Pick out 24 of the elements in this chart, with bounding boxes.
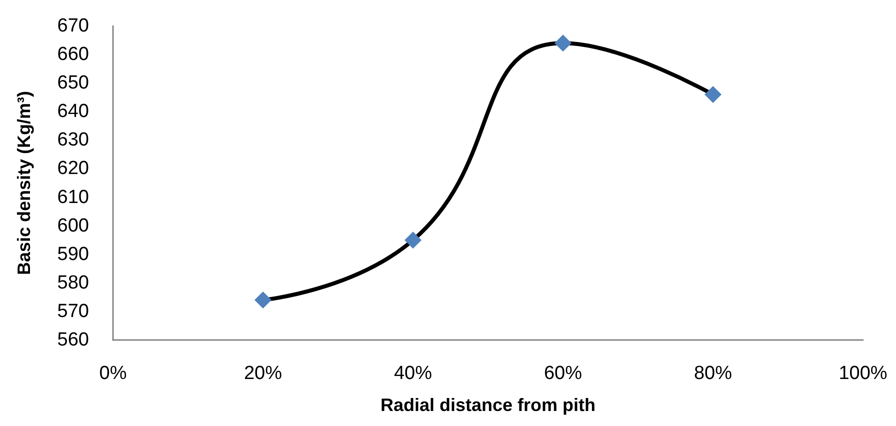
y-tick-label: 670 [57,16,89,36]
point [554,34,572,52]
x-axis-title: Radial distance from pith [380,395,596,415]
y-tick-label: 560 [57,330,89,350]
y-tick-label: 640 [57,101,89,122]
x-tick-label: 100% [838,363,888,384]
y-tick-label: 630 [57,130,89,151]
x-tick-label: 40% [394,363,432,384]
point [404,232,422,249]
y-tick-label: 620 [57,158,89,180]
y-tick-label: 610 [57,186,89,208]
x-tick-label: 0% [99,363,127,384]
x-tick-label: 60% [544,363,582,384]
point [254,292,272,309]
y-tick-label: 650 [57,72,89,94]
y-axis-title: Basic density (Kg/m³) [14,90,34,276]
x-tick-label: 20% [244,363,282,384]
point [704,86,722,104]
y-tick-label: 580 [57,272,89,294]
y-tick-label: 600 [57,215,89,236]
y-tick-label: 660 [57,44,89,66]
x-tick-label: 80% [694,363,732,384]
y-tick-label: 590 [57,244,89,265]
y-tick-label: 570 [57,300,89,322]
